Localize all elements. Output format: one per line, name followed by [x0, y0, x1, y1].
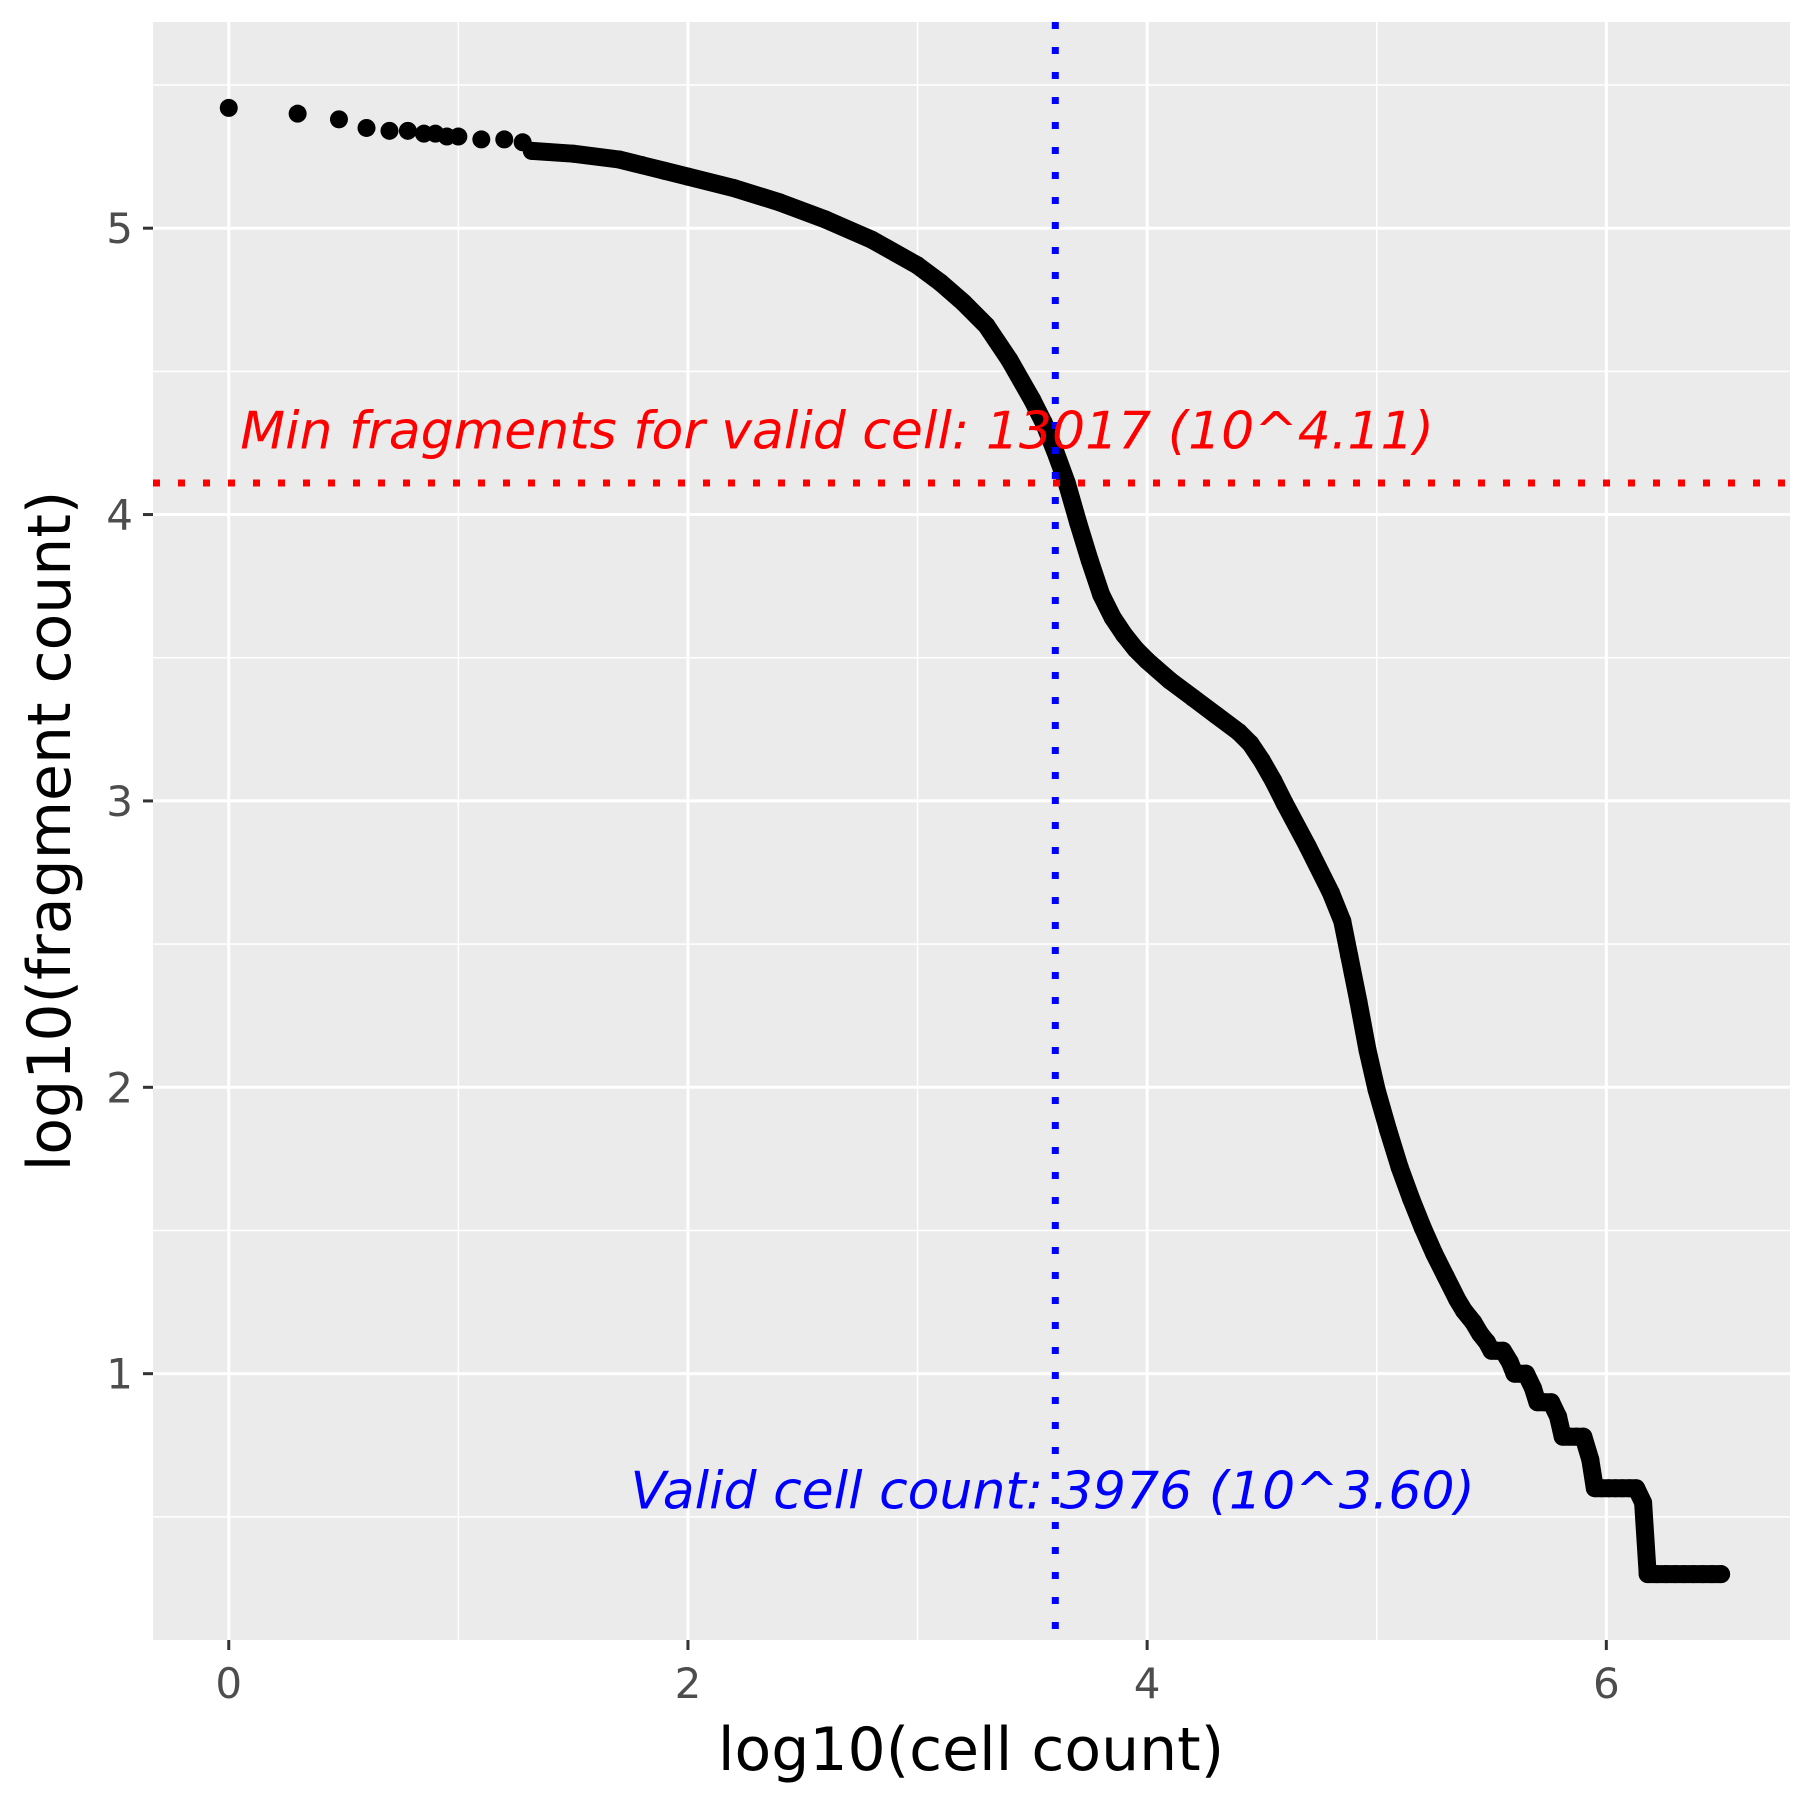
valid-cell-count-annotation: Valid cell count: 3976 (10^3.60) [631, 1461, 1475, 1521]
y-axis-title: log10(fragment count) [15, 491, 85, 1172]
x-tick-label: 6 [1593, 1659, 1620, 1708]
data-point [219, 98, 238, 117]
data-point [472, 130, 491, 149]
data-point [380, 121, 399, 140]
y-tick-label: 5 [106, 204, 133, 253]
data-point [449, 127, 468, 146]
x-tick-label: 0 [215, 1659, 242, 1708]
y-tick-label: 2 [106, 1063, 133, 1112]
y-tick-label: 3 [106, 777, 133, 826]
y-axis-ticks: 1 2 3 4 5 [106, 204, 153, 1399]
x-axis-ticks: 0 2 4 6 [215, 1640, 1620, 1708]
data-point [495, 130, 514, 149]
x-tick-label: 2 [675, 1659, 702, 1708]
x-tick-label: 4 [1134, 1659, 1161, 1708]
grid-minor [153, 22, 1790, 1640]
y-tick-label: 4 [106, 491, 133, 540]
grid-major [153, 22, 1790, 1640]
data-point [288, 104, 307, 123]
data-point [329, 110, 348, 129]
data-curve [522, 141, 1731, 1584]
min-fragments-annotation: Min fragments for valid cell: 13017 (10^… [240, 402, 1434, 462]
data-point [398, 121, 417, 140]
y-tick-label: 1 [106, 1350, 133, 1399]
data-point [357, 118, 376, 137]
x-axis-title: log10(cell count) [718, 1715, 1224, 1785]
data-points [219, 98, 1731, 1584]
